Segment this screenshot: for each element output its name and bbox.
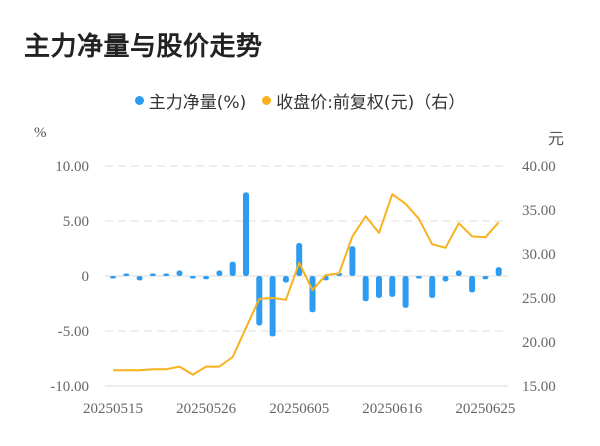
net-flow-bar bbox=[243, 192, 249, 276]
legend-dot-orange-icon bbox=[262, 96, 272, 105]
right-axis-tick: 35.00 bbox=[522, 203, 556, 219]
right-axis-tick: 40.00 bbox=[522, 159, 556, 175]
net-flow-bar bbox=[429, 276, 436, 298]
net-flow-bar bbox=[123, 273, 130, 276]
net-flow-bar bbox=[442, 276, 449, 282]
close-price-line bbox=[113, 193, 500, 376]
net-flow-bar bbox=[362, 276, 369, 302]
net-flow-bar bbox=[282, 276, 289, 283]
legend-item-close-price[interactable]: 收盘价:前复权(元)（右） bbox=[262, 88, 465, 113]
net-flow-bar bbox=[216, 270, 223, 276]
right-axis-unit: 元 bbox=[548, 129, 565, 148]
left-axis-unit: % bbox=[34, 125, 47, 141]
net-flow-bar bbox=[402, 276, 409, 308]
right-axis-tick: 25.00 bbox=[522, 291, 556, 307]
right-axis-tick: 15.00 bbox=[522, 379, 556, 395]
net-flow-bar bbox=[415, 276, 422, 279]
x-axis-tick: 20250625 bbox=[455, 401, 515, 417]
x-axis-tick: 20250605 bbox=[269, 401, 329, 417]
net-flow-bar bbox=[455, 270, 462, 276]
net-flow-bar bbox=[469, 276, 476, 293]
left-axis-tick: -5.00 bbox=[58, 324, 89, 340]
net-flow-bar bbox=[149, 273, 156, 276]
right-axis-tick: 20.00 bbox=[522, 335, 556, 351]
x-axis-tick: 20250526 bbox=[176, 401, 237, 417]
net-flow-bar bbox=[136, 276, 143, 281]
net-flow-bar bbox=[495, 267, 502, 276]
net-flow-bar bbox=[163, 273, 170, 276]
legend-label-net-flow: 主力净量(%) bbox=[148, 93, 247, 113]
chart-title: 主力净量与股价走势 bbox=[24, 32, 263, 62]
net-flow-bar bbox=[203, 276, 210, 280]
net-flow-bar bbox=[176, 270, 183, 276]
right-axis-tick: 30.00 bbox=[522, 247, 556, 263]
left-axis-tick: 0 bbox=[82, 269, 90, 285]
net-flow-bar bbox=[309, 276, 316, 313]
legend: 主力净量(%) 收盘价:前复权(元)（右） bbox=[0, 88, 600, 113]
left-axis-tick: 5.00 bbox=[63, 214, 89, 230]
net-flow-bar bbox=[482, 276, 489, 280]
legend-item-net-flow[interactable]: 主力净量(%) bbox=[134, 88, 247, 113]
net-flow-bar bbox=[349, 246, 356, 276]
x-axis-tick: 20250616 bbox=[362, 401, 423, 417]
legend-label-close-price: 收盘价:前复权(元)（右） bbox=[276, 93, 466, 113]
left-axis-tick: -10.00 bbox=[50, 379, 89, 395]
x-axis-tick: 20250515 bbox=[83, 401, 143, 417]
net-flow-bar bbox=[269, 276, 276, 337]
net-flow-bar bbox=[189, 276, 196, 279]
legend-dot-blue-icon bbox=[134, 96, 144, 105]
left-axis-tick: 10.00 bbox=[55, 159, 89, 175]
net-flow-bar bbox=[376, 276, 382, 298]
net-flow-bar bbox=[389, 276, 396, 297]
net-flow-bar bbox=[229, 261, 236, 276]
net-flow-bar bbox=[110, 276, 116, 279]
